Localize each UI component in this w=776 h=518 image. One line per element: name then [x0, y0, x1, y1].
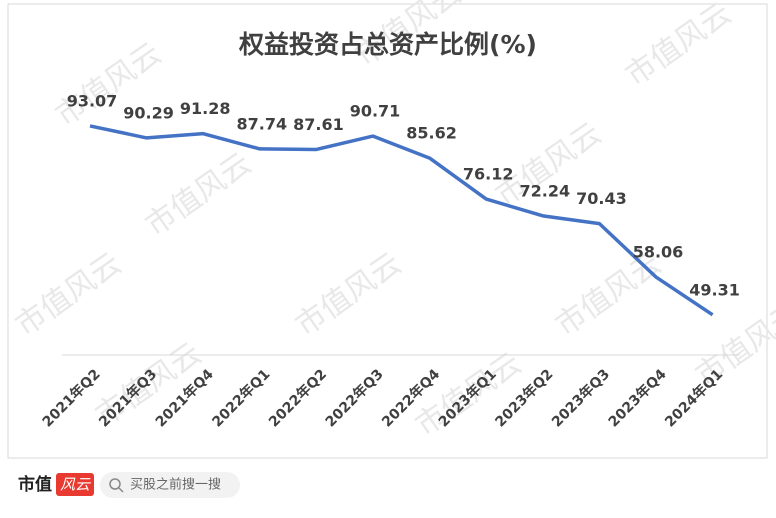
data-label: 76.12: [463, 165, 514, 184]
data-label: 85.62: [406, 124, 457, 143]
footer-logo-box: [56, 473, 94, 496]
line: [89, 124, 714, 317]
search-text: 买股之前搜一搜: [130, 477, 221, 493]
data-label: 87.74: [236, 114, 287, 133]
data-label: 58.06: [633, 243, 684, 262]
data-label: 49.31: [689, 280, 740, 299]
data-label: 87.61: [293, 115, 344, 134]
data-label: 90.71: [350, 102, 401, 121]
search-icon: [118, 487, 124, 493]
data-label: 93.07: [67, 91, 118, 110]
footer-brand: 市值: [18, 474, 52, 495]
chart-frame: [7, 3, 768, 459]
data-label: 72.24: [519, 181, 570, 200]
footer-logo: 风云: [60, 476, 91, 494]
search-icon: [109, 478, 121, 490]
data-label: 91.28: [180, 99, 231, 118]
search-box[interactable]: [100, 472, 240, 498]
data-label: 90.29: [123, 103, 174, 122]
chart-title: 权益投资占总资产比例(%): [238, 30, 537, 59]
data-label: 70.43: [576, 189, 627, 208]
